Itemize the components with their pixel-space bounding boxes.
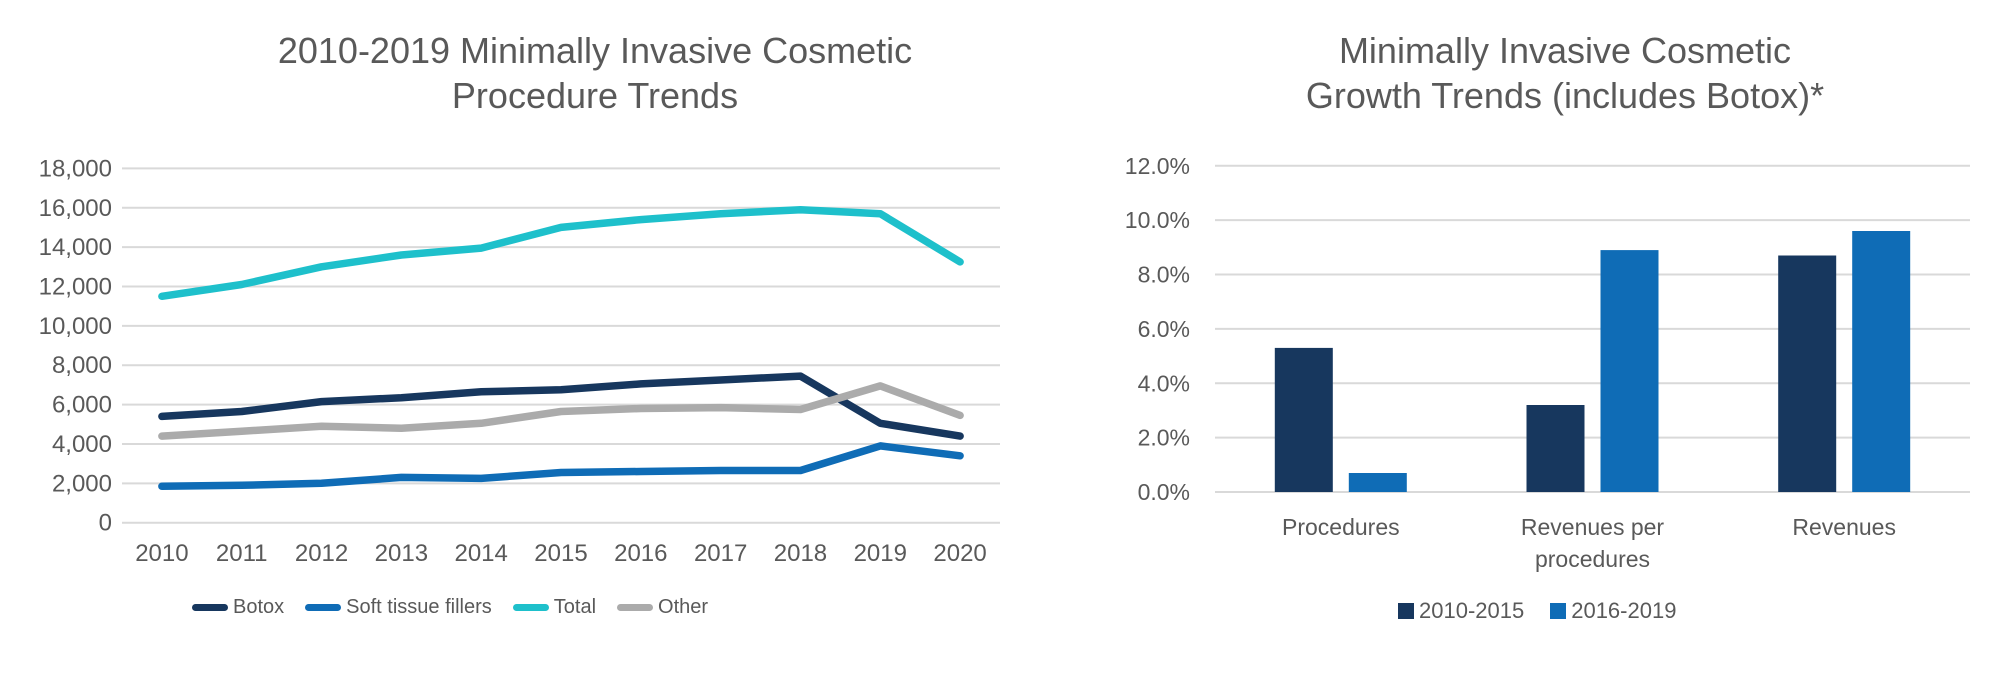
y-tick-label: 6.0% bbox=[1138, 316, 1190, 342]
x-tick-label: 2012 bbox=[295, 540, 348, 567]
line-chart-legend: Botox Soft tissue fillers Total Other bbox=[192, 596, 708, 619]
y-tick-label: 8,000 bbox=[52, 352, 112, 379]
legend-item-2016-2019: 2016-2019 bbox=[1550, 598, 1676, 624]
bar-2010-2015-revenues bbox=[1778, 255, 1837, 492]
legend-swatch-2016-2019 bbox=[1550, 603, 1567, 619]
x-tick-label: 2017 bbox=[694, 540, 747, 567]
x-tick-label: 2016 bbox=[614, 540, 667, 567]
y-tick-label: 12.0% bbox=[1125, 153, 1190, 179]
y-tick-label: 14,000 bbox=[39, 234, 112, 261]
y-tick-label: 12,000 bbox=[39, 274, 112, 301]
y-tick-label: 16,000 bbox=[39, 195, 112, 222]
y-tick-label: 8.0% bbox=[1138, 262, 1190, 288]
y-tick-label: 18,000 bbox=[39, 155, 112, 182]
legend-swatch-2010-2015 bbox=[1398, 603, 1414, 619]
y-tick-label: 0 bbox=[99, 510, 112, 537]
y-tick-label: 4,000 bbox=[52, 431, 112, 458]
legend-swatch-total bbox=[512, 604, 549, 611]
legend-label: Other bbox=[658, 596, 709, 618]
x-tick-label: 2011 bbox=[216, 540, 268, 567]
chart-title-line: Procedure Trends bbox=[451, 75, 739, 116]
bar-2016-2019-revenues bbox=[1852, 231, 1911, 492]
y-tick-label: 10,000 bbox=[39, 313, 112, 340]
y-tick-label: 10.0% bbox=[1125, 207, 1190, 233]
legend-label: Soft tissue fillers bbox=[346, 596, 492, 618]
chart-title-line: Growth Trends (includes Botox)* bbox=[1305, 75, 1825, 116]
series-line-other bbox=[158, 382, 964, 440]
bar-2010-2015-procedures bbox=[1274, 347, 1333, 492]
legend-swatch-botox bbox=[192, 604, 228, 611]
legend-item-2010-2015: 2010-2015 bbox=[1398, 598, 1524, 624]
x-category-label: Revenues bbox=[1792, 514, 1896, 540]
x-tick-label: 2019 bbox=[854, 540, 907, 567]
x-category-label: procedures bbox=[1535, 546, 1650, 572]
x-tick-label: 2010 bbox=[135, 540, 188, 567]
bar-2016-2019-revenues-per-procedures bbox=[1600, 250, 1659, 492]
y-tick-label: 2.0% bbox=[1138, 425, 1190, 451]
x-category-label: Revenues per bbox=[1521, 514, 1665, 540]
chart-title-line: Minimally Invasive Cosmetic bbox=[1338, 30, 1792, 71]
y-tick-label: 0.0% bbox=[1138, 479, 1190, 505]
legend-swatch-soft-tissue-fillers bbox=[305, 604, 342, 611]
legend-item-other: Other bbox=[617, 596, 708, 619]
bar-2016-2019-procedures bbox=[1348, 473, 1407, 492]
legend-label: Botox bbox=[233, 596, 285, 618]
bar-chart-legend: 2010-2015 2016-2019 bbox=[1398, 598, 1676, 624]
series-line-botox bbox=[158, 372, 964, 440]
bar-chart-title: Minimally Invasive Cosmetic Growth Trends… bbox=[1065, 28, 2000, 118]
legend-item-total: Total bbox=[512, 596, 597, 619]
legend-swatch-other bbox=[617, 604, 654, 611]
x-tick-label: 2014 bbox=[454, 540, 507, 567]
legend-item-botox: Botox bbox=[192, 596, 284, 619]
legend-label: 2010-2015 bbox=[1419, 598, 1525, 623]
x-tick-label: 2018 bbox=[774, 540, 827, 567]
x-tick-label: 2015 bbox=[534, 540, 587, 567]
y-tick-label: 4.0% bbox=[1138, 370, 1190, 396]
x-category-label: Procedures bbox=[1282, 514, 1400, 540]
bar-2010-2015-revenues-per-procedures bbox=[1526, 405, 1585, 492]
y-tick-label: 6,000 bbox=[52, 392, 112, 419]
x-tick-label: 2013 bbox=[375, 540, 428, 567]
line-chart-title: 2010-2019 Minimally Invasive Cosmetic Pro… bbox=[95, 28, 1095, 118]
series-line-soft-tissue-fillers bbox=[158, 442, 964, 491]
y-tick-label: 2,000 bbox=[52, 470, 112, 497]
legend-item-soft-tissue-fillers: Soft tissue fillers bbox=[305, 596, 492, 619]
legend-label: 2016-2019 bbox=[1571, 598, 1677, 623]
series-line-total bbox=[158, 205, 964, 301]
x-tick-label: 2020 bbox=[933, 540, 986, 567]
legend-label: Total bbox=[553, 596, 597, 618]
chart-title-line: 2010-2019 Minimally Invasive Cosmetic bbox=[277, 30, 913, 71]
